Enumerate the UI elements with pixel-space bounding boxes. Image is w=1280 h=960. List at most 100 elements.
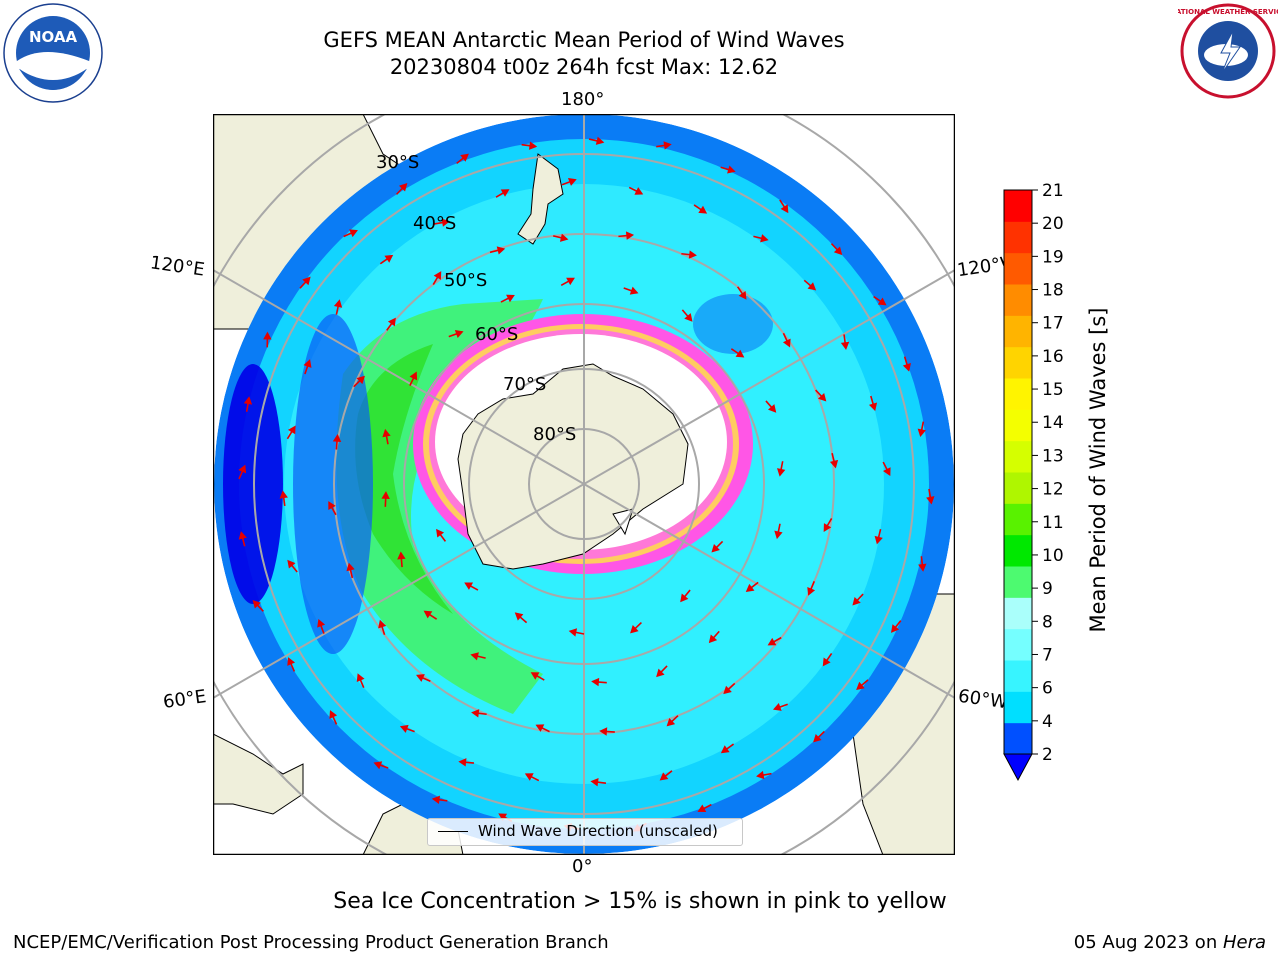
- wind-arrow-head: [723, 685, 732, 695]
- wind-arrow-head: [852, 596, 861, 606]
- wind-arrow-head: [528, 141, 538, 150]
- colorbar-tick-label: 14: [1042, 413, 1064, 433]
- wind-arrow-head: [829, 459, 839, 469]
- wind-arrow-head: [384, 254, 394, 263]
- colorbar-tick-label: 9: [1042, 579, 1053, 599]
- colorbar-segment: [1004, 409, 1032, 442]
- wind-arrow-head: [840, 341, 850, 350]
- land-new-zealand: [517, 153, 564, 245]
- wind-arrow-head: [777, 468, 786, 477]
- colorbar-segment: [1004, 503, 1032, 536]
- credit-date-text: 05 Aug 2023 on: [1073, 932, 1223, 953]
- wind-arrow-head: [333, 299, 343, 308]
- wind-arrow-head: [329, 710, 338, 719]
- colorbar-segment: [1004, 190, 1032, 222]
- wind-arrow-head: [688, 250, 697, 259]
- nws-logo-text: NATIONAL WEATHER SERVICE: [1178, 8, 1278, 16]
- wind-arrow-head: [595, 136, 605, 145]
- colorbar-tick-label: 2: [1042, 745, 1053, 765]
- colorbar-tick-label: 12: [1042, 480, 1064, 500]
- wind-arrow-head: [566, 277, 575, 286]
- wind-arrow-head: [918, 563, 927, 572]
- wind-arrow-head: [302, 276, 311, 286]
- wind-arrow-head: [774, 530, 783, 540]
- wind-arrow-head: [346, 562, 355, 572]
- wind-arrow-head: [711, 543, 720, 553]
- wind-arrow-head: [279, 490, 288, 499]
- wind-arrow-head: [356, 673, 365, 683]
- wind-arrow-head: [917, 428, 926, 438]
- wind-arrow-head: [431, 795, 441, 804]
- lat-label-80s: 80°S: [533, 424, 577, 445]
- wind-arrow-head: [317, 618, 326, 628]
- wind-arrow-head: [698, 205, 708, 214]
- wind-arrow-head: [378, 619, 387, 629]
- credit-branch: NCEP/EMC/Verification Post Processing Pr…: [13, 932, 609, 953]
- wind-arrow-head: [629, 286, 639, 295]
- colorbar-tick-label: 15: [1042, 380, 1064, 400]
- wind-arrow-head: [470, 652, 479, 661]
- wind-arrow-head: [514, 612, 524, 621]
- wind-arrow-head: [328, 501, 336, 510]
- wind-arrow-head: [833, 246, 843, 256]
- credit-host: Hera: [1222, 932, 1266, 953]
- wind-arrow-head: [856, 681, 865, 691]
- wind-arrow-head: [524, 773, 534, 781]
- sea-ice-note: Sea Ice Concentration > 15% is shown in …: [333, 889, 947, 914]
- colorbar-tick-label: 17: [1042, 314, 1064, 334]
- colorbar: 2 4 6 7 8 9 10 11 12 13 14 15 16 17 18 19 20 21: [990, 180, 1130, 790]
- colorbar-tick-label: 8: [1042, 612, 1053, 632]
- colorbar-label: Mean Period of Wind Waves [s]: [1086, 307, 1110, 633]
- land-south-america-tip: [213, 733, 304, 815]
- wind-arrow-head: [684, 313, 693, 322]
- wind-arrow-head: [263, 331, 272, 340]
- colorbar-segment: [1004, 346, 1032, 379]
- wind-arrow-head: [745, 583, 755, 592]
- colorbar-segment: [1004, 472, 1032, 504]
- lon-label-60e: 60°E: [161, 686, 208, 713]
- wind-arrow-head: [807, 282, 817, 291]
- wind-arrow-head: [656, 668, 665, 678]
- lat-label-50s: 50°S: [444, 270, 488, 291]
- wind-arrow-head: [349, 229, 358, 238]
- wind-arrow-head: [780, 204, 789, 214]
- colorbar-segment: [1004, 660, 1032, 692]
- wind-arrow-head: [625, 231, 635, 240]
- wind-arrow-head: [756, 770, 765, 780]
- wind-arrow-head: [458, 758, 467, 767]
- plot-subtitle: 20230804 t00z 264h fcst Max: 12.62: [389, 55, 779, 79]
- wind-arrow-head: [243, 396, 253, 405]
- graticule: [213, 114, 955, 855]
- wind-arrow-head: [738, 290, 747, 300]
- wind-arrow-head: [332, 433, 342, 442]
- colorbar-segment: [1004, 628, 1032, 661]
- colorbar-segment: [1004, 284, 1032, 316]
- colorbar-segment: [1004, 566, 1032, 598]
- wind-arrow-head: [772, 702, 782, 711]
- wind-arrow-head: [530, 672, 540, 680]
- colorbar-segment: [1004, 440, 1032, 473]
- colorbar-segment: [1004, 597, 1032, 630]
- wind-arrow-head: [454, 329, 464, 338]
- wind-arrow-head: [238, 464, 247, 474]
- wind-arrow-head: [591, 677, 600, 687]
- lat-label-60s: 60°S: [475, 324, 519, 345]
- wind-arrow-head: [409, 371, 418, 381]
- wind-arrow-head: [433, 271, 442, 280]
- colorbar-segment: [1004, 315, 1032, 348]
- noaa-logo-text: NOAA: [29, 28, 78, 46]
- colorbar-under-arrow: [1003, 753, 1033, 782]
- wind-arrow-head: [807, 587, 816, 596]
- wind-arrow-head: [630, 625, 639, 634]
- colorbar-tick-label: 6: [1042, 679, 1053, 699]
- wind-arrow-head: [634, 187, 644, 195]
- wind-arrow-head: [498, 813, 508, 821]
- wind-arrow-head: [387, 317, 396, 327]
- wind-arrow-head: [735, 349, 745, 358]
- colorbar-tick-label: 10: [1042, 546, 1064, 566]
- colorbar-segment: [1004, 534, 1032, 567]
- colorbar-tick-label: 19: [1042, 247, 1064, 267]
- wind-arrow-head: [471, 709, 480, 718]
- wind-arrow-head: [890, 624, 900, 633]
- wind-arrow-head: [373, 761, 383, 770]
